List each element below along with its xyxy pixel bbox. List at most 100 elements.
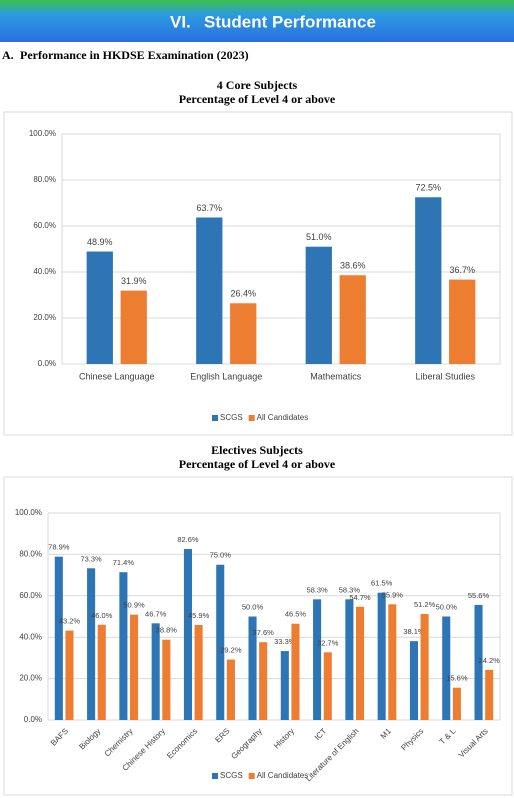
chart-title: Electives Subjects — [211, 443, 303, 457]
bar — [162, 639, 171, 720]
y-tick-label: 80.0% — [33, 175, 56, 184]
value-label: 82.6% — [177, 535, 199, 544]
legend-label: All Candidates — [257, 771, 309, 780]
x-tick-label: English Language — [190, 371, 262, 381]
value-label: 46.7% — [145, 609, 167, 618]
y-tick-label: 40.0% — [19, 632, 42, 641]
legend-swatch — [212, 773, 218, 779]
bar — [485, 669, 494, 720]
bar — [87, 568, 96, 720]
y-tick-label: 20.0% — [19, 674, 42, 683]
header-title: Student Performance — [204, 12, 376, 31]
x-tick-label: Geography — [229, 727, 263, 761]
bar — [323, 652, 332, 720]
bar — [120, 290, 147, 364]
value-label: 58.3% — [339, 585, 361, 594]
bar — [196, 217, 223, 364]
value-label: 50.0% — [242, 602, 264, 611]
x-tick-label: Mathematics — [310, 371, 362, 381]
bar — [291, 623, 300, 720]
value-label: 38.8% — [156, 626, 178, 635]
legend-swatch — [212, 415, 218, 421]
chart-subtitle: Percentage of Level 4 or above — [179, 92, 336, 106]
y-tick-label: 0.0% — [24, 715, 42, 724]
bar — [305, 246, 332, 364]
bar — [474, 604, 483, 720]
value-label: 37.6% — [253, 628, 275, 637]
chart-frame — [3, 476, 513, 796]
bar — [151, 623, 160, 720]
value-label: 46.5% — [285, 610, 307, 619]
x-tick-label: Chinese Language — [79, 371, 155, 381]
x-tick-label: History — [272, 727, 296, 751]
y-tick-label: 80.0% — [19, 550, 42, 559]
x-tick-label: T & L — [438, 726, 458, 746]
bar — [216, 564, 225, 720]
value-label: 50.9% — [123, 601, 145, 610]
value-label: 24.2% — [479, 656, 501, 665]
y-tick-label: 40.0% — [33, 267, 56, 276]
value-label: 32.7% — [317, 638, 339, 647]
y-tick-label: 100.0% — [29, 129, 56, 138]
value-label: 63.7% — [197, 203, 223, 213]
legend-label: SCGS — [220, 771, 243, 780]
y-tick-label: 60.0% — [33, 221, 56, 230]
bar — [409, 641, 418, 720]
bar — [420, 614, 429, 720]
x-tick-label: Physics — [399, 727, 425, 753]
value-label: 48.9% — [87, 237, 113, 247]
bar — [54, 556, 63, 720]
chart-subtitle: Percentage of Level 4 or above — [179, 457, 336, 471]
x-tick-label: M1 — [379, 726, 394, 741]
value-label: 29.2% — [220, 646, 242, 655]
y-tick-label: 60.0% — [19, 591, 42, 600]
bar — [226, 659, 235, 720]
bar — [388, 604, 397, 720]
value-label: 31.9% — [121, 276, 147, 286]
x-tick-label: Visual Arts — [457, 727, 490, 760]
bar — [415, 197, 442, 364]
legend-label: SCGS — [220, 413, 243, 422]
bar — [313, 599, 322, 720]
header-number: VI. — [170, 12, 191, 31]
legend-swatch — [248, 415, 255, 421]
value-label: 36.7% — [449, 265, 475, 275]
value-label: 54.7% — [349, 593, 371, 602]
y-tick-label: 0.0% — [38, 359, 56, 368]
bar — [356, 606, 365, 720]
value-label: 33.3% — [274, 637, 296, 646]
legend-swatch — [248, 773, 255, 779]
header-banner — [0, 0, 514, 42]
bar — [86, 251, 113, 364]
section-label: A. — [2, 48, 14, 62]
x-tick-label: BAFS — [49, 727, 70, 748]
value-label: 51.2% — [414, 600, 436, 609]
value-label: 46.0% — [91, 611, 113, 620]
x-tick-label: Chemistry — [103, 727, 135, 759]
bar — [449, 279, 476, 364]
bar — [442, 616, 451, 720]
value-label: 61.5% — [371, 579, 393, 588]
value-label: 78.9% — [48, 543, 70, 552]
x-tick-label: Liberal Studies — [415, 371, 475, 381]
value-label: 26.4% — [230, 289, 256, 299]
value-label: 55.9% — [382, 590, 404, 599]
chart-title: 4 Core Subjects — [217, 78, 298, 92]
bar — [345, 599, 354, 720]
bar — [97, 624, 106, 720]
bar — [339, 275, 366, 364]
value-label: 72.5% — [416, 183, 442, 193]
legend-label: All Candidates — [257, 413, 309, 422]
x-tick-label: Biology — [77, 727, 102, 752]
bar — [377, 592, 386, 720]
value-label: 51.0% — [306, 232, 332, 242]
x-tick-label: Economics — [165, 727, 199, 761]
y-tick-label: 100.0% — [15, 508, 42, 517]
bar — [65, 630, 74, 720]
y-tick-label: 20.0% — [33, 313, 56, 322]
bar — [183, 549, 192, 720]
x-tick-label: ERS — [213, 727, 231, 745]
bar — [130, 614, 139, 720]
